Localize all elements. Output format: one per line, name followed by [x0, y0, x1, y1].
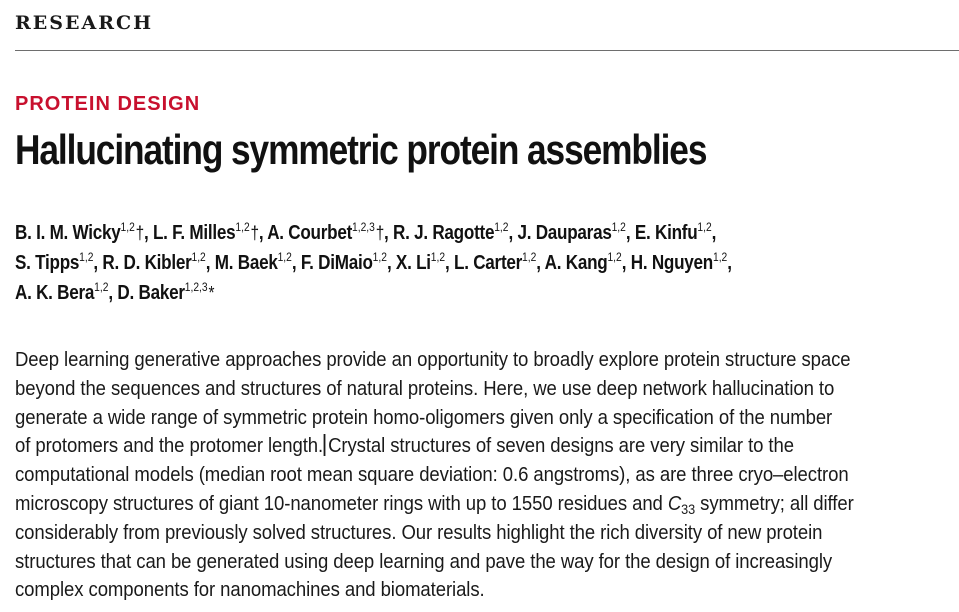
author-separator: ,: [93, 252, 103, 274]
symmetry-symbol: C: [667, 491, 682, 515]
author-affiliation: 1,2: [430, 250, 446, 264]
author-name: B. I. M. Wicky: [15, 222, 121, 244]
author-separator: ,: [621, 252, 631, 274]
abstract-line: microscopy structures of giant 10-nanome…: [15, 490, 956, 519]
article-page: RESEARCH PROTEIN DESIGN Hallucinating sy…: [15, 0, 959, 612]
author-name: F. DiMaio: [300, 252, 373, 274]
article-category: PROTEIN DESIGN: [15, 93, 201, 115]
author-name: D. Baker: [117, 282, 185, 304]
author-separator: ,: [108, 282, 118, 304]
author-affiliation: 1,2: [120, 220, 135, 234]
author-affiliation: 1,2: [494, 220, 509, 234]
text-cursor: [324, 434, 326, 457]
author-line: S. Tipps1,2, R. D. Kibler1,2, M. Baek1,2…: [15, 248, 956, 278]
article-title: Hallucinating symmetric protein assembli…: [15, 126, 707, 173]
author-name: H. Nguyen: [630, 252, 714, 274]
author-name: L. F. Milles: [152, 222, 236, 244]
author-separator: ,: [625, 222, 635, 244]
author-affiliation: 1,2,3: [352, 220, 375, 234]
abstract-line: structures that can be generated using d…: [15, 549, 833, 573]
abstract-line: beyond the sequences and structures of n…: [15, 376, 835, 400]
author-name: R. D. Kibler: [102, 252, 192, 274]
author-separator: ,: [258, 222, 268, 244]
author-name: A. Courbet: [267, 222, 353, 244]
author-separator: ,: [386, 252, 396, 274]
author-separator: ,: [727, 252, 732, 274]
author-affiliation: 1,2: [372, 250, 387, 264]
author-list: B. I. M. Wicky1,2†, L. F. Milles1,2†, A.…: [15, 218, 956, 308]
author-name: A. K. Bera: [15, 282, 95, 304]
author-affiliation: 1,2: [611, 220, 626, 234]
author-name: L. Carter: [454, 252, 523, 274]
author-affiliation: 1,2: [712, 250, 728, 264]
author-affiliation: 1,2: [277, 250, 292, 264]
abstract-text: microscopy structures of giant 10-nanome…: [15, 491, 668, 515]
author-note-mark: †: [375, 223, 385, 243]
author-separator: ,: [291, 252, 301, 274]
symmetry-subscript: 33: [681, 500, 696, 517]
author-line: B. I. M. Wicky1,2†, L. F. Milles1,2†, A.…: [15, 218, 956, 248]
author-affiliation: 1,2: [235, 220, 250, 234]
header-rule: [15, 50, 959, 51]
author-separator: ,: [445, 252, 455, 274]
author-note-mark: *: [208, 283, 215, 303]
section-label: RESEARCH: [15, 12, 154, 34]
author-affiliation: 1,2,3: [184, 280, 208, 294]
abstract-line: considerably from previously solved stru…: [15, 520, 823, 544]
author-affiliation: 1,2: [94, 280, 109, 294]
author-line: A. K. Bera1,2, D. Baker1,2,3*: [15, 278, 956, 308]
author-name: X. Li: [395, 252, 431, 274]
author-note-mark: †: [135, 223, 145, 243]
author-separator: ,: [384, 222, 394, 244]
author-affiliation: 1,2: [697, 220, 712, 234]
abstract-line: generate a wide range of symmetric prote…: [15, 405, 833, 429]
author-separator: ,: [711, 222, 717, 244]
author-name: A. Kang: [544, 252, 608, 274]
abstract-text: Crystal structures of seven designs are …: [328, 434, 794, 458]
abstract-line: complex components for nanomachines and …: [15, 578, 485, 602]
author-name: J. Dauparas: [517, 222, 612, 244]
author-separator: ,: [508, 222, 518, 244]
author-affiliation: 1,2: [607, 250, 622, 264]
abstract: Deep learning generative approaches prov…: [15, 346, 956, 605]
abstract-text: symmetry; all differ: [695, 491, 854, 515]
author-name: R. J. Ragotte: [393, 222, 495, 244]
abstract-line: of protomers and the protomer length. Cry…: [15, 432, 956, 461]
author-affiliation: 1,2: [79, 250, 94, 264]
author-separator: ,: [536, 252, 545, 274]
abstract-line: Deep learning generative approaches prov…: [15, 348, 851, 371]
author-name: E. Kinfu: [634, 222, 698, 244]
author-affiliation: 1,2: [191, 250, 206, 264]
author-name: S. Tipps: [15, 252, 80, 274]
author-note-mark: †: [250, 223, 260, 243]
abstract-text: of protomers and the protomer length.: [15, 434, 324, 458]
abstract-line: computational models (median root mean s…: [15, 463, 849, 487]
author-separator: ,: [205, 252, 215, 274]
author-name: M. Baek: [214, 252, 278, 274]
author-separator: ,: [143, 222, 153, 244]
author-affiliation: 1,2: [522, 250, 537, 264]
